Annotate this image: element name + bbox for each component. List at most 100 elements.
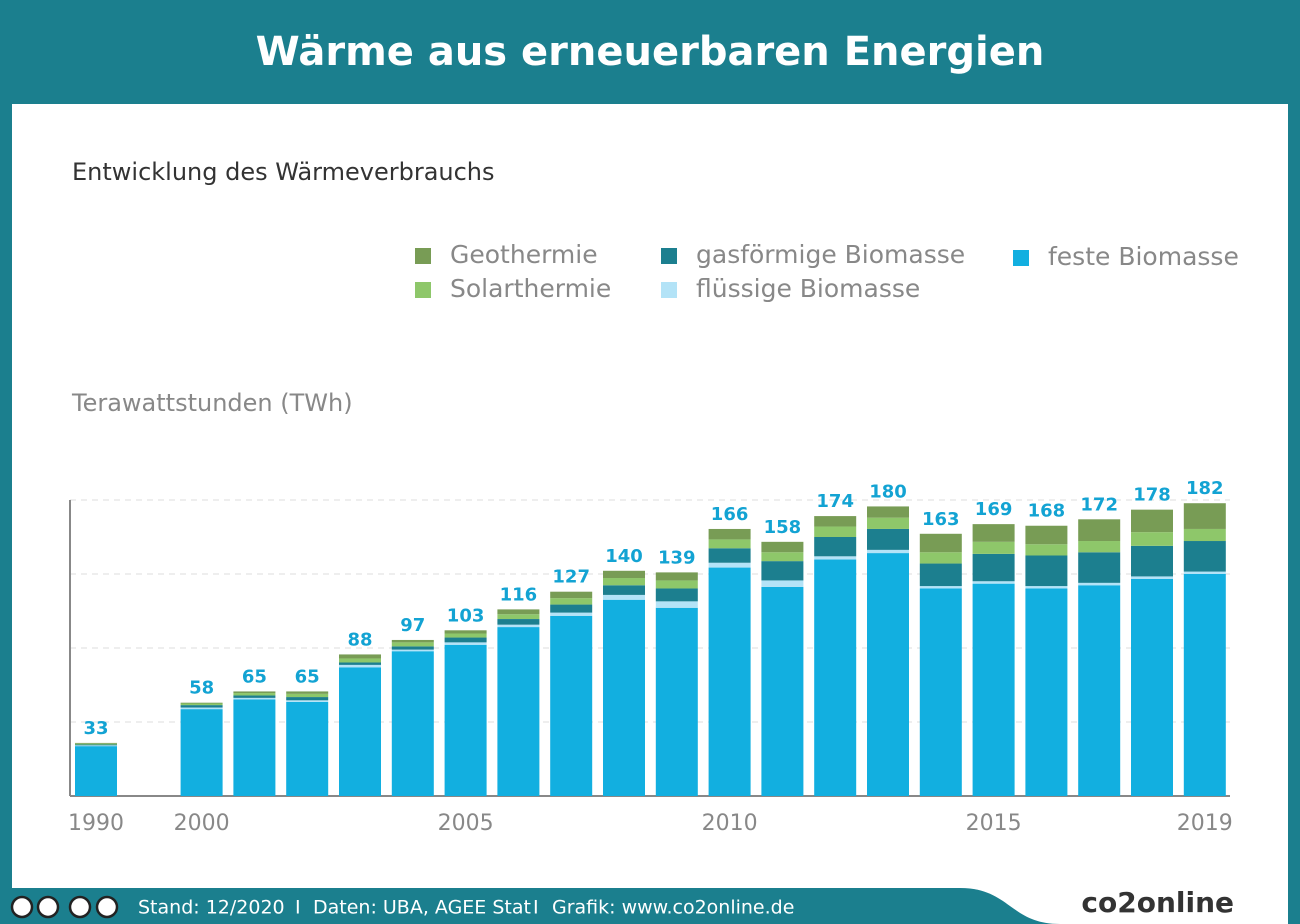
total-label: 97 xyxy=(400,615,425,636)
x-tick-label: 2015 xyxy=(966,811,1022,836)
bar-segment xyxy=(497,614,540,620)
bar-segment xyxy=(1183,503,1226,529)
bar-segment xyxy=(550,615,593,796)
bar-segment xyxy=(655,580,698,589)
bar-segment xyxy=(867,549,909,554)
legend-label: flüssige Biomasse xyxy=(696,274,920,303)
bar-segment xyxy=(180,702,223,704)
legend-label: feste Biomasse xyxy=(1048,242,1239,271)
bar-segment xyxy=(972,581,1015,584)
bar-segment xyxy=(919,586,962,589)
bar-segment xyxy=(391,639,434,643)
bar-segment xyxy=(75,746,117,796)
bar-segment xyxy=(286,701,329,796)
bar-segment xyxy=(1183,528,1226,542)
total-label: 182 xyxy=(1186,478,1224,499)
bar-segment xyxy=(1131,578,1173,796)
total-label: 180 xyxy=(869,481,907,502)
total-label: 103 xyxy=(447,605,485,626)
bar-segment xyxy=(867,553,909,796)
bar-segment xyxy=(286,697,329,701)
legend-label: gasförmige Biomasse xyxy=(696,240,965,269)
bar-segment xyxy=(180,709,223,796)
footer-stand: Stand: 12/2020 xyxy=(138,897,285,919)
bar-segment xyxy=(972,583,1015,796)
bar-segment xyxy=(1078,552,1121,583)
bar-segment xyxy=(444,630,487,634)
bar-segment xyxy=(286,693,329,698)
bar-segment xyxy=(761,561,804,581)
bar-segment xyxy=(444,644,487,796)
bar-segment xyxy=(1131,509,1173,533)
total-label: 58 xyxy=(189,678,214,699)
bar-segment xyxy=(233,693,276,696)
footer-separator: I xyxy=(295,897,301,919)
bar-segment xyxy=(1183,574,1226,796)
bar-segment xyxy=(603,599,645,796)
bar-segment xyxy=(814,526,857,537)
total-label: 116 xyxy=(500,584,538,605)
bar-segment xyxy=(1025,588,1068,796)
total-label: 127 xyxy=(552,567,590,588)
total-label: 172 xyxy=(1080,494,1118,515)
bar-segment xyxy=(497,609,540,615)
y-label: Terawattstunden (TWh) xyxy=(71,389,353,417)
bar-segment xyxy=(233,699,276,796)
bar-segment xyxy=(1131,532,1173,546)
total-label: 168 xyxy=(1028,501,1066,522)
bar-segment xyxy=(761,541,804,553)
cc-icons xyxy=(10,895,119,919)
logo: co2online xyxy=(1081,886,1234,919)
bar-segment xyxy=(391,646,434,650)
bar-segment xyxy=(708,567,751,796)
bar-segment xyxy=(180,703,223,706)
legend-swatch xyxy=(661,282,677,298)
bar-segment xyxy=(919,552,962,564)
bar-segment xyxy=(814,516,857,527)
bar-segment xyxy=(1131,576,1173,579)
bar-segment xyxy=(655,601,698,608)
bar-segment xyxy=(814,556,857,560)
bar-segment xyxy=(708,562,751,568)
legend-label: Geothermie xyxy=(450,240,598,269)
bar-segment xyxy=(1078,585,1121,796)
total-label: 33 xyxy=(83,718,108,739)
bar-segment xyxy=(1183,541,1226,572)
bar-segment xyxy=(814,537,857,557)
bar-segment xyxy=(1078,582,1121,586)
bar-segment xyxy=(867,506,909,518)
bar-segment xyxy=(867,528,909,550)
bar-segment xyxy=(180,705,223,708)
total-label: 88 xyxy=(347,629,372,650)
x-tick-label: 1990 xyxy=(68,811,124,836)
bar-segment xyxy=(1025,544,1068,556)
legend-swatch xyxy=(661,248,677,264)
bar-segment xyxy=(233,691,276,694)
bar-segment xyxy=(1078,541,1121,553)
subtitle: Entwicklung des Wärmeverbrauchs xyxy=(72,158,495,186)
total-label: 139 xyxy=(658,547,696,568)
total-label: 163 xyxy=(922,509,960,530)
total-label: 65 xyxy=(295,666,320,687)
total-label: 169 xyxy=(975,499,1013,520)
x-tick-label: 2019 xyxy=(1177,811,1233,836)
bar-segment xyxy=(1078,519,1121,542)
bar-segment xyxy=(339,667,381,796)
bar-segment xyxy=(391,642,434,647)
bar-segment xyxy=(761,552,804,562)
bar-segment xyxy=(919,533,962,553)
bar-segment xyxy=(233,697,276,700)
bar-segment xyxy=(972,524,1015,542)
bar-segment xyxy=(550,604,593,613)
bar-segment xyxy=(655,588,698,602)
bar-segment xyxy=(708,548,751,563)
total-label: 65 xyxy=(242,666,267,687)
legend-swatch xyxy=(415,248,431,264)
bar-segment xyxy=(1183,571,1226,574)
bar-segment xyxy=(444,637,487,643)
bar-segment xyxy=(444,642,487,645)
total-label: 174 xyxy=(816,491,854,512)
total-label: 166 xyxy=(711,504,749,525)
